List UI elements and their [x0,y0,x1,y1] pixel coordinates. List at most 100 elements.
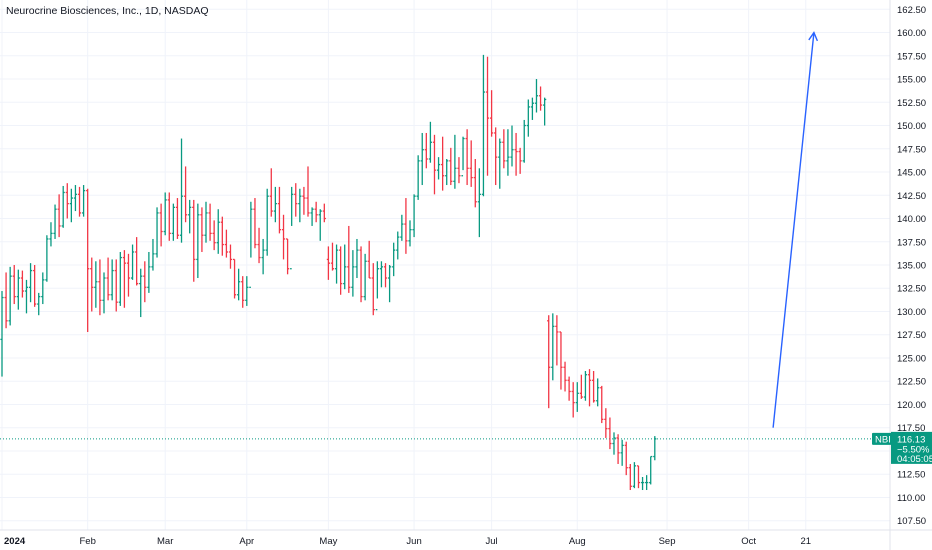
ohlc-bar [16,269,20,310]
time-tick-label: Feb [79,536,95,547]
ohlc-bar [583,371,588,401]
time-tick-label: Sep [659,536,676,547]
ohlc-bar [392,242,396,277]
ohlc-bar [620,439,624,466]
ohlc-bar [273,186,277,223]
time-tick-label: 2024 [4,536,26,547]
ohlc-bar [4,272,8,329]
price-tick-label: 152.50 [897,98,926,109]
price-tick-label: 125.00 [897,353,926,364]
ohlc-bar [579,374,583,399]
ohlc-bar [506,129,510,176]
ohlc-bar [228,244,233,269]
price-tick-label: 130.00 [897,307,926,318]
ohlc-bar [555,315,559,366]
ohlc-bar [326,246,330,280]
ohlc-bar [302,186,306,215]
ohlc-bar [151,238,155,271]
ohlc-bar [159,203,163,247]
ohlc-bar [82,185,86,217]
ohlc-bar [98,259,102,316]
ohlc-bar [587,369,592,407]
ohlc-bar [179,138,184,243]
price-tick-label: 155.00 [897,75,926,86]
ohlc-bar [571,382,575,418]
time-tick-label: Jul [486,536,498,547]
ohlc-bar [592,371,596,403]
ohlc-bar [118,251,122,306]
ohlc-bar [559,331,563,390]
ohlc-bar [355,238,359,279]
ohlc-bar [551,313,555,381]
ohlc-bar [636,465,641,489]
price-tick-label: 112.50 [897,470,925,481]
ohlc-bar [310,207,314,226]
ohlc-bar [412,194,416,238]
ohlc-bar [155,207,159,258]
ohlc-bars [0,54,657,491]
ohlc-bar [110,259,114,301]
ohlc-bar [490,90,494,137]
ohlc-bar [12,265,16,305]
ohlc-bar [204,201,208,243]
ohlc-bar [114,259,118,312]
time-tick-label: Aug [569,536,586,547]
ticker-label-bg [872,432,896,445]
ohlc-bar [73,185,78,212]
ohlc-bar [175,198,180,239]
ohlc-bar [518,147,522,174]
time-tick-label: May [319,536,337,547]
ohlc-bar [77,186,82,217]
ohlc-bar [404,198,408,254]
ohlc-bar [249,201,253,288]
ohlc-bar [167,192,171,241]
ohlc-bar [469,140,473,187]
ohlc-bar [498,138,502,189]
price-tick-label: 145.00 [897,168,926,179]
ohlc-bar [196,203,200,279]
price-tick-label: 162.50 [897,5,926,16]
ohlc-bar [122,250,126,308]
ohlc-bar [188,199,192,234]
ohlc-bar [237,268,241,301]
ohlc-bar [339,246,343,295]
ohlc-bar [526,99,530,137]
arrow-head [808,31,819,42]
ohlc-bar [49,222,53,247]
time-tick-label: Apr [239,536,254,547]
price-tick-label: 127.50 [897,330,926,341]
chart-title: Neurocrine Biosciences, Inc., 1D, NASDAQ [6,5,209,17]
ohlc-bar [61,185,65,228]
ohlc-bar [106,257,110,301]
ohlc-bar [216,209,220,254]
ohlc-bar [600,385,604,424]
price-tick-label: 150.00 [897,121,926,132]
ohlc-bar [139,268,143,318]
ohlc-bar [86,188,90,332]
ohlc-bar [130,244,135,280]
ohlc-bar [420,132,424,186]
ohlc-bar [363,253,367,301]
ohlc-bar [37,292,41,316]
ohlc-bar [379,261,384,288]
ohlc-bar [547,315,551,409]
ohlc-bar [298,188,302,223]
ohlc-bar [477,168,481,238]
ohlc-bar [220,216,224,256]
ohlc-bar [538,86,543,111]
ohlc-bar [424,132,428,169]
ohlc-bar [281,214,286,260]
ohlc-bar [45,235,49,282]
ohlc-bar [232,258,237,299]
ohlc-bar [485,56,490,176]
price-tick-label: 147.50 [897,144,926,155]
ohlc-bar [257,227,261,264]
ohlc-bar [445,159,449,186]
ohlc-bar [126,253,131,297]
ohlc-bar [640,477,645,491]
price-tick-label: 140.00 [897,214,926,225]
ohlc-bar [322,203,326,223]
ohlc-bar [212,220,216,251]
